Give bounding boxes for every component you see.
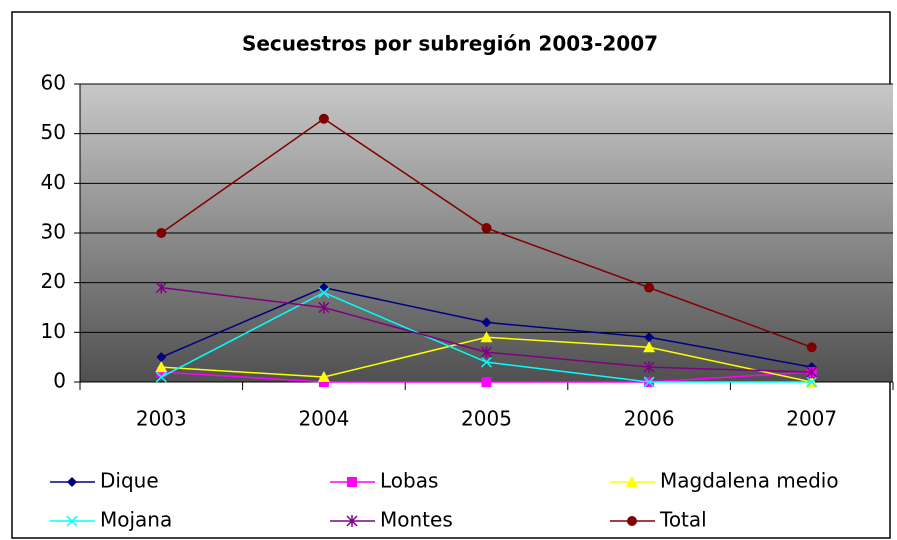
y-tick-label: 20	[41, 269, 66, 293]
data-point	[318, 287, 330, 299]
data-point	[317, 371, 330, 383]
data-point	[480, 346, 493, 359]
data-point	[643, 341, 656, 353]
data-point	[318, 301, 330, 314]
legend-marker	[627, 516, 637, 526]
data-point	[155, 281, 167, 294]
data-point	[481, 317, 492, 328]
data-point	[480, 356, 493, 368]
x-tick-label: 2005	[461, 407, 512, 431]
legend-label: Montes	[380, 508, 453, 532]
y-tick-label: 30	[41, 220, 66, 244]
data-point	[806, 376, 818, 388]
legend-marker	[67, 477, 77, 487]
x-tick-label: 2006	[624, 407, 675, 431]
x-tick-label: 2003	[136, 407, 187, 431]
data-point	[643, 376, 655, 388]
data-point	[806, 366, 818, 379]
data-point	[643, 361, 655, 374]
data-point	[318, 113, 329, 124]
legend-marker	[346, 515, 358, 527]
legend-label: Dique	[100, 469, 159, 493]
y-tick-label: 10	[41, 319, 66, 343]
legend-label: Total	[659, 508, 707, 532]
data-point	[156, 228, 167, 238]
legend-marker	[347, 477, 357, 487]
legend-label: Lobas	[380, 469, 438, 493]
data-point	[481, 223, 492, 234]
data-point	[156, 352, 167, 363]
data-point	[481, 377, 492, 387]
x-tick-label: 2004	[298, 407, 349, 431]
y-tick-label: 0	[53, 369, 66, 393]
data-point	[155, 361, 168, 373]
y-tick-label: 60	[41, 71, 66, 95]
x-tick-label: 2007	[786, 407, 837, 431]
data-point	[480, 331, 493, 343]
data-point	[155, 371, 167, 383]
legend-label: Mojana	[100, 508, 172, 532]
y-tick-label: 50	[41, 120, 66, 144]
data-point	[644, 332, 655, 343]
data-point	[806, 342, 817, 353]
legend-marker	[66, 515, 78, 527]
data-point	[644, 282, 655, 293]
chart-title: Secuestros por subregión 2003-2007	[242, 32, 658, 56]
legend-label: Magdalena medio	[660, 469, 839, 493]
legend-marker	[626, 476, 638, 487]
y-tick-label: 40	[41, 170, 66, 194]
